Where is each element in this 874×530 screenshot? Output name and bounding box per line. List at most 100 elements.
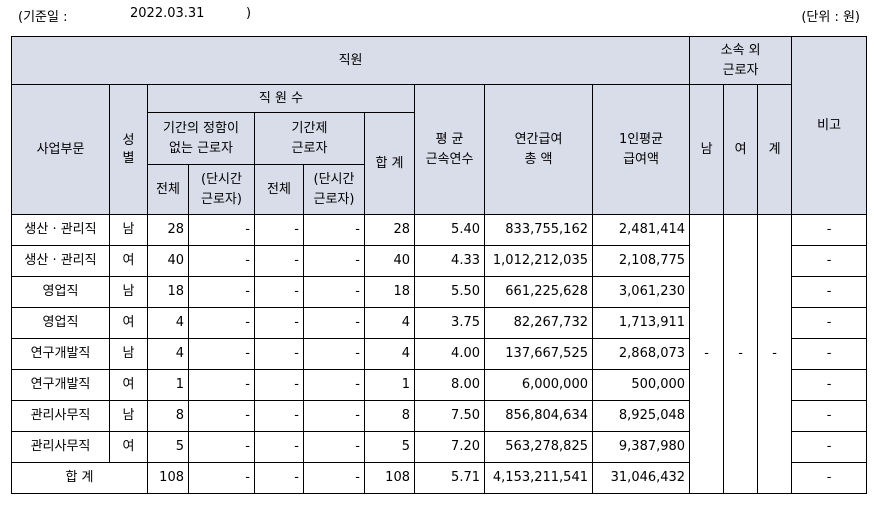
avg-pay-cell: 3,061,230 [591, 276, 691, 308]
tenure-cell: 4.00 [414, 338, 485, 370]
fixed-total-cell: - [254, 431, 304, 463]
indefinite-total-cell: 4 [147, 338, 189, 370]
remark-cell: - [791, 400, 868, 432]
outsourced-header: 소속 외 근로자 [689, 36, 793, 85]
fixed-parttime-cell: - [303, 307, 365, 339]
fixed-all-header: 전체 [254, 164, 304, 215]
indefinite-parttime-cell: - [188, 400, 255, 432]
remark-cell: - [791, 245, 868, 277]
indefinite-parttime-cell: - [188, 245, 255, 277]
indefinite-total-cell: 40 [147, 245, 189, 277]
indefinite-parttime-line2: 근로자) [201, 191, 242, 207]
headcount-total-cell: 1 [364, 369, 415, 401]
outsourced-female-cell: - [723, 214, 759, 494]
avg-pay-header: 1인평균 급여액 [591, 84, 691, 215]
base-date-label: (기준일 : [18, 10, 68, 25]
avg-pay-cell: 1,713,911 [591, 307, 691, 339]
total-avg-pay-cell: 31,046,432 [591, 462, 691, 494]
avg-pay-cell: 2,868,073 [591, 338, 691, 370]
indefinite-total-cell: 5 [147, 431, 189, 463]
annual-pay-cell: 856,804,634 [484, 400, 593, 432]
remark-cell: - [791, 338, 868, 370]
count-header: 직 원 수 [147, 84, 415, 113]
tenure-cell: 5.40 [414, 214, 485, 246]
indefinite-parttime-cell: - [188, 338, 255, 370]
dept-cell: 생산 · 관리직 [11, 245, 110, 277]
headcount-total-cell: 40 [364, 245, 415, 277]
annual-pay-cell: 563,278,825 [484, 431, 593, 463]
total-row: 합 계 108- - -108 5.71 4,153,211,541 31,046,432- [11, 462, 868, 494]
fixed-parttime-cell: - [303, 245, 365, 277]
gender-header-text: 성별 [122, 132, 135, 166]
fixed-total-cell: - [254, 307, 304, 339]
headcount-total-cell: 18 [364, 276, 415, 308]
remarks-header: 비고 [791, 36, 868, 215]
indefinite-parttime-cell: - [188, 276, 255, 308]
gender-header: 성별 [109, 84, 148, 215]
tenure-cell: 5.50 [414, 276, 485, 308]
dept-cell: 연구개발직 [11, 338, 110, 370]
fixed-term-header-line2: 근로자 [291, 140, 328, 156]
outsourced-female-header: 여 [723, 84, 759, 215]
total-headcount-total-cell: 108 [364, 462, 415, 494]
avg-pay-header-line2: 급여액 [623, 151, 659, 167]
fixed-parttime-cell: - [303, 338, 365, 370]
indefinite-parttime-cell: - [188, 307, 255, 339]
indefinite-parttime-line1: (단시간 [201, 171, 242, 187]
tenure-cell: 3.75 [414, 307, 485, 339]
total-tenure-cell: 5.71 [414, 462, 485, 494]
total-fixed-total-cell: - [254, 462, 304, 494]
fixed-term-header: 기간제 근로자 [254, 112, 365, 165]
tenure-header-line2: 근속연수 [425, 151, 474, 167]
remark-cell: - [791, 369, 868, 401]
avg-pay-cell: 2,481,414 [591, 214, 691, 246]
annual-pay-cell: 82,267,732 [484, 307, 593, 339]
outsourced-male-header: 남 [689, 84, 725, 215]
fixed-parttime-cell: - [303, 369, 365, 401]
dept-cell: 관리사무직 [11, 400, 110, 432]
table-row: 생산 · 관리직 남 28- - -28 5.40 833,755,162 2,481,414… [11, 214, 868, 494]
pay-header-line1: 연간급여 [514, 131, 563, 147]
avg-pay-cell: 2,108,775 [591, 245, 691, 277]
indefinite-total-cell: 8 [147, 400, 189, 432]
avg-pay-header-line1: 1인평균 [618, 131, 664, 147]
annual-pay-cell: 1,012,212,035 [484, 245, 593, 277]
indefinite-total-cell: 18 [147, 276, 189, 308]
indefinite-parttime-cell: - [188, 431, 255, 463]
fixed-parttime-line1: (단시간 [313, 171, 355, 187]
gender-cell: 여 [109, 307, 148, 339]
headcount-total-cell: 4 [364, 338, 415, 370]
annual-pay-cell: 833,755,162 [484, 214, 593, 246]
fixed-parttime-cell: - [303, 276, 365, 308]
outsourced-sum-cell: - [757, 214, 793, 494]
tenure-header-line1: 평 균 [435, 131, 464, 147]
headcount-total-cell: 8 [364, 400, 415, 432]
table-row: 관리사무직 여 5- - -5 7.20 563,278,825 9,387,980- [11, 431, 868, 463]
avg-pay-cell: 9,387,980 [591, 431, 691, 463]
fixed-parttime-cell: - [303, 400, 365, 432]
gender-cell: 남 [109, 338, 148, 370]
pay-header-line2: 총 액 [524, 151, 553, 167]
base-date-close: ) [246, 6, 252, 21]
tenure-cell: 4.33 [414, 245, 485, 277]
remark-cell: - [791, 214, 868, 246]
fixed-term-header-line1: 기간제 [291, 120, 328, 136]
annual-pay-cell: 6,000,000 [484, 369, 593, 401]
fixed-parttime-header: (단시간 근로자) [303, 164, 365, 215]
fixed-total-cell: - [254, 369, 304, 401]
employees-header: 직원 [10, 36, 691, 85]
tenure-cell: 7.20 [414, 431, 485, 463]
remark-cell: - [791, 307, 868, 339]
remark-cell: - [791, 431, 868, 463]
indefinite-total-cell: 28 [147, 214, 189, 246]
total-remark-cell: - [791, 462, 868, 494]
base-date-value: 2022.03.31 [130, 6, 205, 21]
gender-cell: 여 [109, 431, 148, 463]
headcount-total-cell: 4 [364, 307, 415, 339]
indefinite-header-line1: 기간의 정함이 [163, 120, 239, 136]
avg-pay-cell: 8,925,048 [591, 400, 691, 432]
fixed-total-cell: - [254, 214, 304, 246]
dept-cell: 영업직 [11, 276, 110, 308]
business-header: 사업부문 [11, 84, 110, 215]
fixed-total-cell: - [254, 276, 304, 308]
